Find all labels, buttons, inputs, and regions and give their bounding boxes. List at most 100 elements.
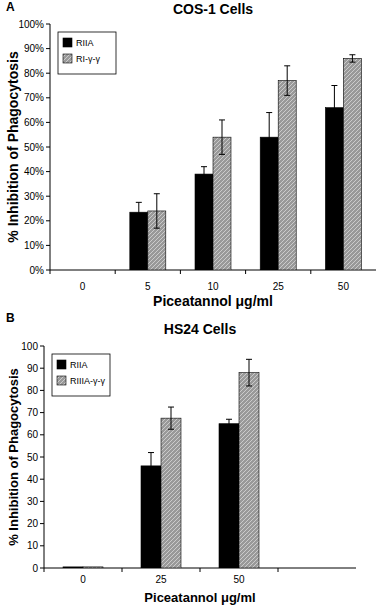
- x-tick: [310, 270, 311, 274]
- legend-swatch: [63, 38, 72, 47]
- y-tick-label: 60: [27, 429, 39, 440]
- y-axis-label: % Inhibition of Phagocytosis: [6, 368, 21, 546]
- x-tick: [245, 270, 246, 274]
- y-tick: [46, 220, 50, 221]
- y-tick: [40, 457, 44, 458]
- x-tick-label: 50: [338, 281, 350, 292]
- y-tick: [46, 196, 50, 197]
- y-tick: [46, 270, 50, 271]
- y-tick: [40, 346, 44, 347]
- error-bar: [349, 55, 355, 62]
- bar: [239, 373, 259, 568]
- bar: [213, 137, 231, 270]
- y-tick: [40, 501, 44, 502]
- y-tick: [40, 523, 44, 524]
- bar: [161, 418, 181, 568]
- y-tick-label: 30%: [24, 191, 44, 202]
- y-tick-label: 0%: [30, 265, 45, 276]
- title: COS-1 Cells: [173, 1, 253, 17]
- y-tick-label: 90%: [24, 43, 44, 54]
- error-bar: [201, 167, 207, 182]
- x-tick-label: 0: [80, 281, 86, 292]
- y-tick-label: 70%: [24, 92, 44, 103]
- y-tick: [46, 245, 50, 246]
- panel-letter: B: [6, 311, 15, 325]
- legend-label: RIIA: [70, 360, 88, 370]
- y-tick: [40, 479, 44, 480]
- y-tick-label: 40: [27, 474, 39, 485]
- error-bar: [154, 194, 160, 228]
- error-bar: [148, 453, 154, 480]
- x-tick-label: 50: [233, 574, 245, 585]
- y-axis: [50, 24, 51, 270]
- y-tick-label: 100%: [18, 19, 44, 30]
- bar: [83, 270, 101, 271]
- x-tick: [122, 568, 123, 572]
- bar: [65, 270, 83, 271]
- y-tick-label: 20: [27, 518, 39, 529]
- y-tick: [46, 73, 50, 74]
- y-tick-label: 0: [32, 563, 38, 574]
- y-tick: [40, 434, 44, 435]
- y-tick: [46, 171, 50, 172]
- y-axis: [44, 346, 45, 568]
- legend-label: RIIA: [76, 38, 94, 48]
- x-tick-label: 10: [207, 281, 219, 292]
- error-bar: [168, 407, 174, 429]
- bar: [325, 108, 343, 270]
- title: HS24 Cells: [164, 321, 237, 337]
- error-bar: [219, 120, 225, 154]
- y-tick-label: 50: [27, 452, 39, 463]
- y-tick: [46, 24, 50, 25]
- legend-swatch: [57, 376, 66, 385]
- x-axis-label: Piceatannol μg/ml: [144, 590, 255, 605]
- legend-label: RI-γ-γ: [76, 54, 100, 64]
- x-axis-label: Piceatannol μg/ml: [153, 293, 273, 309]
- legend-box: [58, 32, 116, 74]
- error-bar: [246, 359, 252, 386]
- bar: [343, 58, 361, 270]
- y-tick-label: 10%: [24, 240, 44, 251]
- y-tick-label: 20%: [24, 215, 44, 226]
- bar: [219, 424, 239, 568]
- x-tick-label: 5: [145, 281, 151, 292]
- panel-letter: A: [6, 0, 15, 14]
- y-tick-label: 50%: [24, 142, 44, 153]
- legend-swatch: [63, 54, 72, 63]
- x-tick: [115, 270, 116, 274]
- y-tick-label: 30: [27, 496, 39, 507]
- legend-label: RIIIA-γ-γ: [70, 376, 105, 386]
- y-tick: [40, 390, 44, 391]
- legend-swatch: [57, 360, 66, 369]
- x-tick-label: 25: [155, 574, 167, 585]
- y-tick: [46, 48, 50, 49]
- y-tick-label: 70: [27, 407, 39, 418]
- y-tick: [46, 122, 50, 123]
- x-tick: [180, 270, 181, 274]
- y-tick-label: 80%: [24, 68, 44, 79]
- y-tick-label: 40%: [24, 166, 44, 177]
- x-tick-label: 25: [273, 281, 285, 292]
- y-tick-label: 90: [27, 363, 39, 374]
- y-tick: [40, 545, 44, 546]
- bar: [278, 81, 296, 270]
- x-tick: [278, 568, 279, 572]
- x-tick: [44, 568, 45, 572]
- y-tick: [40, 412, 44, 413]
- y-tick: [40, 368, 44, 369]
- x-tick-label: 0: [80, 574, 86, 585]
- y-tick-label: 60%: [24, 117, 44, 128]
- y-tick: [40, 568, 44, 569]
- error-bar: [331, 86, 337, 130]
- error-bar: [136, 202, 142, 222]
- bar: [63, 567, 83, 568]
- y-tick: [46, 147, 50, 148]
- bar: [83, 567, 103, 568]
- plot-area: [130, 55, 362, 270]
- y-tick-label: 10: [27, 540, 39, 551]
- y-tick-label: 80: [27, 385, 39, 396]
- y-tick-label: 100: [21, 341, 38, 352]
- x-tick: [200, 568, 201, 572]
- error-bar: [284, 66, 290, 96]
- y-tick: [46, 97, 50, 98]
